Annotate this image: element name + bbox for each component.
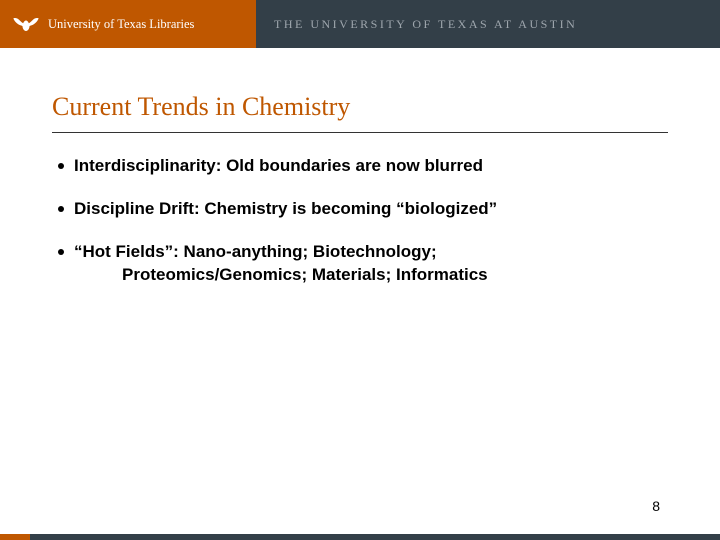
header-right-label: THE UNIVERSITY OF TEXAS AT AUSTIN <box>274 17 577 32</box>
header-right-panel: THE UNIVERSITY OF TEXAS AT AUSTIN <box>256 0 720 48</box>
bullet-text: Discipline Drift: Chemistry is becoming … <box>74 198 668 221</box>
footer-accent-right <box>30 534 720 540</box>
bullet-text: Interdisciplinarity: Old boundaries are … <box>74 155 668 178</box>
page-number: 8 <box>652 498 660 514</box>
bullet-line2: Proteomics/Genomics; Materials; Informat… <box>74 264 668 287</box>
longhorn-icon <box>12 14 40 34</box>
bullet-text: “Hot Fields”: Nano-anything; Biotechnolo… <box>74 241 668 287</box>
header-left-label: University of Texas Libraries <box>48 17 194 32</box>
footer-accent-left <box>0 534 30 540</box>
bullet-line1: “Hot Fields”: Nano-anything; Biotechnolo… <box>74 242 437 261</box>
header-left-panel: University of Texas Libraries <box>0 0 256 48</box>
bullet-dot-icon <box>58 206 64 212</box>
bullet-dot-icon <box>58 163 64 169</box>
bullet-list: Interdisciplinarity: Old boundaries are … <box>52 155 668 287</box>
footer-bar <box>0 534 720 540</box>
bullet-dot-icon <box>58 249 64 255</box>
header-bar: University of Texas Libraries THE UNIVER… <box>0 0 720 48</box>
bullet-item: Interdisciplinarity: Old boundaries are … <box>58 155 668 178</box>
bullet-item: “Hot Fields”: Nano-anything; Biotechnolo… <box>58 241 668 287</box>
slide-content: Current Trends in Chemistry Interdiscipl… <box>0 48 720 287</box>
bullet-item: Discipline Drift: Chemistry is becoming … <box>58 198 668 221</box>
slide-title: Current Trends in Chemistry <box>52 92 668 133</box>
